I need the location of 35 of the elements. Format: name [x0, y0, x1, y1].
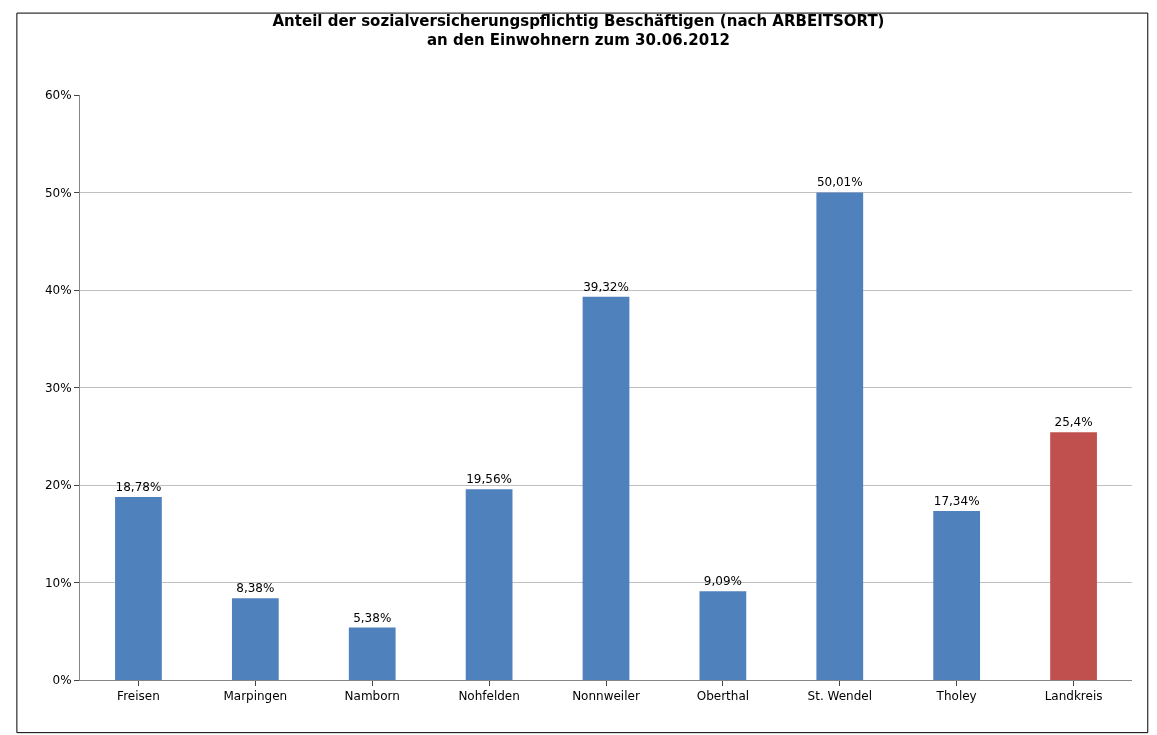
y-tick-label: 20%	[44, 478, 72, 493]
bar	[115, 496, 162, 680]
chart-title: Anteil der sozialversicherungspflichtig Beschäftigen (nach ARBEITSORT) an den Einwohnern zum 30.06.2012	[272, 11, 885, 50]
data-label: 39,32%	[583, 279, 629, 294]
bar	[933, 510, 981, 680]
bar	[582, 296, 630, 680]
x-tick-label: Nohfelden	[458, 689, 520, 704]
data-label: 8,38%	[236, 581, 275, 596]
data-label: 19,56%	[466, 472, 512, 487]
bar	[348, 627, 396, 680]
y-tick-label: 40%	[44, 283, 72, 298]
data-label: 50,01%	[816, 175, 863, 190]
x-tick-label: Tholey	[935, 689, 977, 704]
y-tick-label: 10%	[44, 575, 72, 590]
data-label: 18,78%	[115, 479, 162, 494]
data-label: 25,4%	[1054, 415, 1093, 430]
y-tick-label: 50%	[44, 185, 72, 200]
data-label: 17,34%	[933, 493, 980, 508]
bar	[699, 591, 747, 680]
data-label: 5,38%	[353, 610, 392, 625]
y-tick-label: 60%	[44, 88, 72, 103]
data-label: 9,09%	[703, 574, 742, 589]
x-tick-label: St. Wendel	[807, 689, 872, 704]
x-tick-label: Marpingen	[223, 689, 288, 704]
y-tick-label: 30%	[44, 380, 72, 395]
bar	[816, 192, 864, 680]
x-tick-label: Namborn	[344, 689, 400, 704]
x-tick-label: Freisen	[117, 689, 160, 704]
x-tick-label: Nonnweiler	[572, 689, 640, 704]
bar	[1050, 432, 1097, 680]
bar	[465, 489, 513, 680]
x-tick-label: Landkreis	[1044, 689, 1103, 704]
x-tick-label: Oberthal	[696, 689, 750, 704]
bar	[231, 598, 279, 680]
y-tick-label: 0%	[52, 673, 72, 688]
